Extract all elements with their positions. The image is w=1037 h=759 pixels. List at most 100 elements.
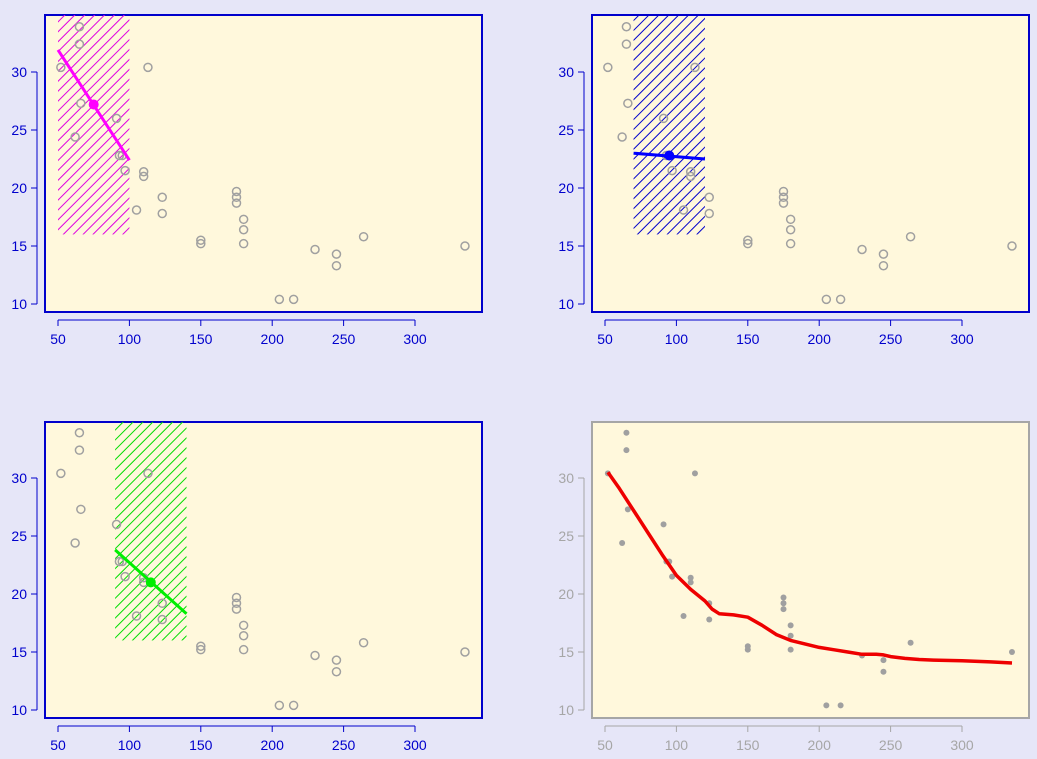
data-point	[331, 260, 342, 271]
data-point	[143, 468, 153, 479]
data-point	[138, 167, 149, 177]
x-tick-label: 250	[332, 331, 356, 347]
data-point	[623, 429, 630, 436]
data-point	[70, 132, 80, 142]
data-point	[114, 556, 125, 567]
data-point	[743, 235, 753, 245]
y-tick-label: 25	[558, 122, 574, 138]
y-tick-label: 30	[558, 64, 574, 80]
data-point	[780, 600, 787, 607]
window-band	[633, 15, 705, 235]
panel-bottom-right: 50 100 150 200 250 300 10 15 20 25 30	[558, 421, 1030, 753]
data-point	[878, 260, 889, 271]
x-tick-label: 250	[879, 331, 903, 347]
data-point	[857, 244, 867, 255]
data-point	[70, 538, 80, 548]
local-fit-center	[88, 99, 99, 110]
data-point	[743, 238, 753, 249]
x-tick-label: 100	[665, 331, 689, 347]
x-tick-label: 150	[189, 737, 213, 753]
data-point	[238, 214, 249, 225]
data-point	[238, 631, 249, 641]
data-point	[231, 604, 242, 614]
data-point	[56, 62, 66, 73]
data-point	[744, 646, 751, 653]
data-point	[685, 171, 696, 182]
data-point	[74, 445, 85, 455]
data-point	[460, 647, 470, 657]
smooth-curve	[606, 471, 1013, 665]
data-point	[331, 666, 342, 677]
data-point	[617, 132, 627, 142]
window-band	[115, 422, 187, 641]
plot-area	[591, 421, 1030, 719]
data-point	[196, 641, 206, 651]
data-point	[780, 594, 787, 601]
data-point	[878, 249, 889, 259]
data-point	[603, 62, 613, 73]
window-band	[58, 15, 130, 235]
data-point	[56, 468, 66, 479]
local-fit-center	[145, 577, 156, 588]
local-fit-center	[664, 150, 675, 161]
data-point	[143, 62, 153, 73]
data-point	[358, 637, 369, 648]
data-point	[74, 428, 85, 438]
data-point	[231, 186, 242, 197]
data-point	[691, 470, 698, 477]
data-point	[1007, 241, 1017, 251]
data-point	[685, 167, 696, 177]
data-point	[157, 614, 167, 625]
x-tick-label: 100	[665, 737, 689, 753]
x-tick-label: 50	[597, 737, 613, 753]
data-point	[331, 655, 342, 665]
data-point	[778, 186, 789, 197]
panel-top-left: 50 100 150 200 250 300 10 15 20 25 30	[11, 14, 483, 347]
x-tick-label: 250	[332, 737, 356, 753]
x-tick-label: 300	[950, 737, 974, 753]
data-point	[196, 238, 206, 249]
y-tick-label: 10	[11, 702, 27, 718]
data-point	[687, 574, 694, 581]
data-point	[706, 616, 713, 623]
data-point	[310, 650, 320, 661]
data-point	[678, 205, 689, 215]
data-point	[823, 702, 830, 709]
data-point	[780, 606, 787, 613]
data-point	[231, 198, 242, 208]
data-point	[687, 579, 694, 586]
x-tick-label: 300	[403, 331, 427, 347]
data-point	[1008, 649, 1015, 655]
y-tick-label: 20	[558, 180, 574, 196]
y-tick-label: 15	[11, 238, 27, 254]
data-point	[880, 657, 887, 664]
y-tick-label: 20	[11, 586, 27, 602]
data-point	[120, 571, 130, 582]
y-tick-label: 25	[11, 122, 27, 138]
panel-bottom-left: 50 100 150 200 250 300 10 15 20 25 30	[11, 421, 483, 753]
y-tick-label: 30	[558, 470, 574, 486]
data-point	[787, 646, 794, 653]
data-point	[785, 214, 796, 225]
data-point	[358, 231, 369, 242]
data-point	[704, 208, 714, 219]
data-point	[680, 613, 687, 620]
y-tick-label: 15	[558, 644, 574, 660]
data-point	[837, 702, 844, 709]
y-tick-label: 25	[11, 528, 27, 544]
data-point	[111, 519, 122, 530]
x-tick-label: 300	[403, 737, 427, 753]
data-point	[231, 192, 242, 203]
data-point	[621, 39, 632, 49]
data-point	[157, 192, 167, 203]
x-tick-label: 200	[808, 737, 832, 753]
y-tick-label: 10	[558, 296, 574, 312]
x-tick-label: 150	[736, 737, 760, 753]
data-point	[274, 294, 285, 305]
data-point	[623, 447, 630, 454]
data-point	[111, 113, 122, 124]
x-tick-label: 50	[50, 331, 66, 347]
data-point	[623, 98, 633, 109]
x-tick-label: 200	[261, 737, 285, 753]
